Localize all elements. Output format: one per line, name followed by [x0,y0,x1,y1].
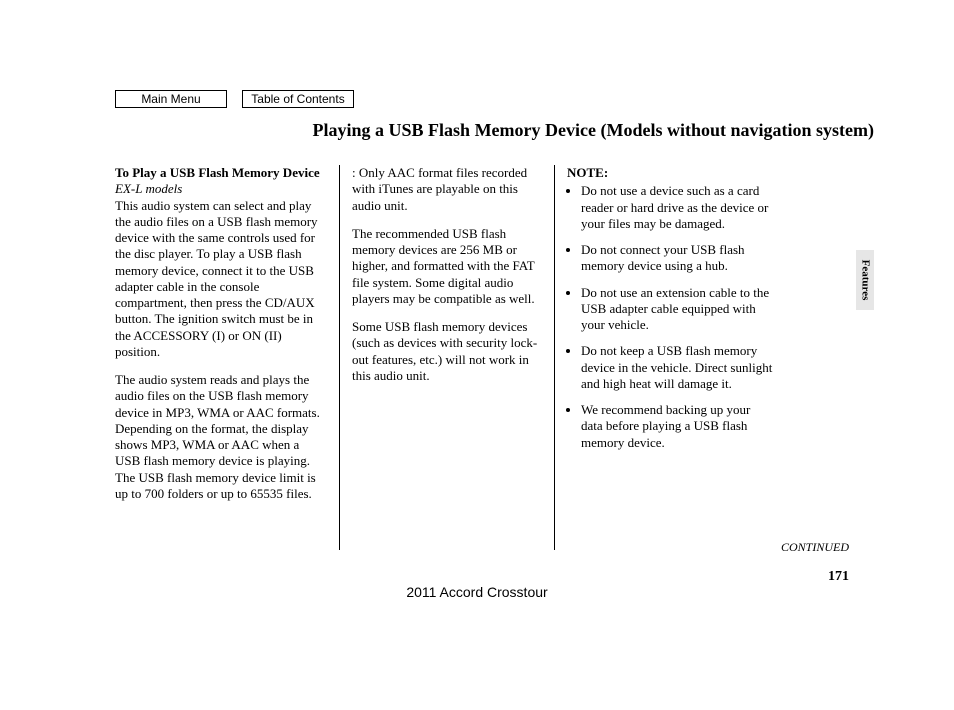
footnote-text: Only AAC format files recorded with iTun… [352,165,527,213]
body-paragraph: Some USB flash memory devices (such as d… [352,319,542,384]
continued-indicator: CONTINUED [781,540,849,555]
note-item: Do not use an extension cable to the USB… [581,285,775,334]
column-1: To Play a USB Flash Memory Device EX-L m… [115,165,340,550]
main-menu-button[interactable]: Main Menu [115,90,227,108]
note-item: We recommend backing up your data before… [581,402,775,451]
content-columns: To Play a USB Flash Memory Device EX-L m… [115,165,775,550]
nav-button-row: Main Menu Table of Contents [115,90,354,108]
section-heading: To Play a USB Flash Memory Device [115,165,327,181]
column-2: : Only AAC format files recorded with iT… [340,165,555,550]
table-of-contents-button[interactable]: Table of Contents [242,90,354,108]
page-number: 171 [828,569,849,585]
note-item: Do not use a device such as a card reade… [581,183,775,232]
footnote-prefix: : [352,165,359,180]
body-paragraph: This audio system can select and play th… [115,198,327,361]
page-title: Playing a USB Flash Memory Device (Model… [115,120,874,141]
body-paragraph: The recommended USB flash memory devices… [352,226,542,307]
footer-vehicle-model: 2011 Accord Crosstour [0,584,954,600]
body-paragraph: The audio system reads and plays the aud… [115,372,327,502]
note-item: Do not keep a USB flash memory device in… [581,343,775,392]
note-label: NOTE: [567,165,608,180]
section-tab-label: Features [859,260,871,301]
section-tab-features[interactable]: Features [856,250,874,310]
manual-page: Main Menu Table of Contents Playing a US… [0,0,954,710]
column-3: NOTE: Do not use a device such as a card… [555,165,775,550]
note-list: Do not use a device such as a card reade… [567,183,775,451]
note-item: Do not connect your USB flash memory dev… [581,242,775,275]
model-note: EX-L models [115,181,327,197]
body-paragraph: : Only AAC format files recorded with iT… [352,165,542,214]
